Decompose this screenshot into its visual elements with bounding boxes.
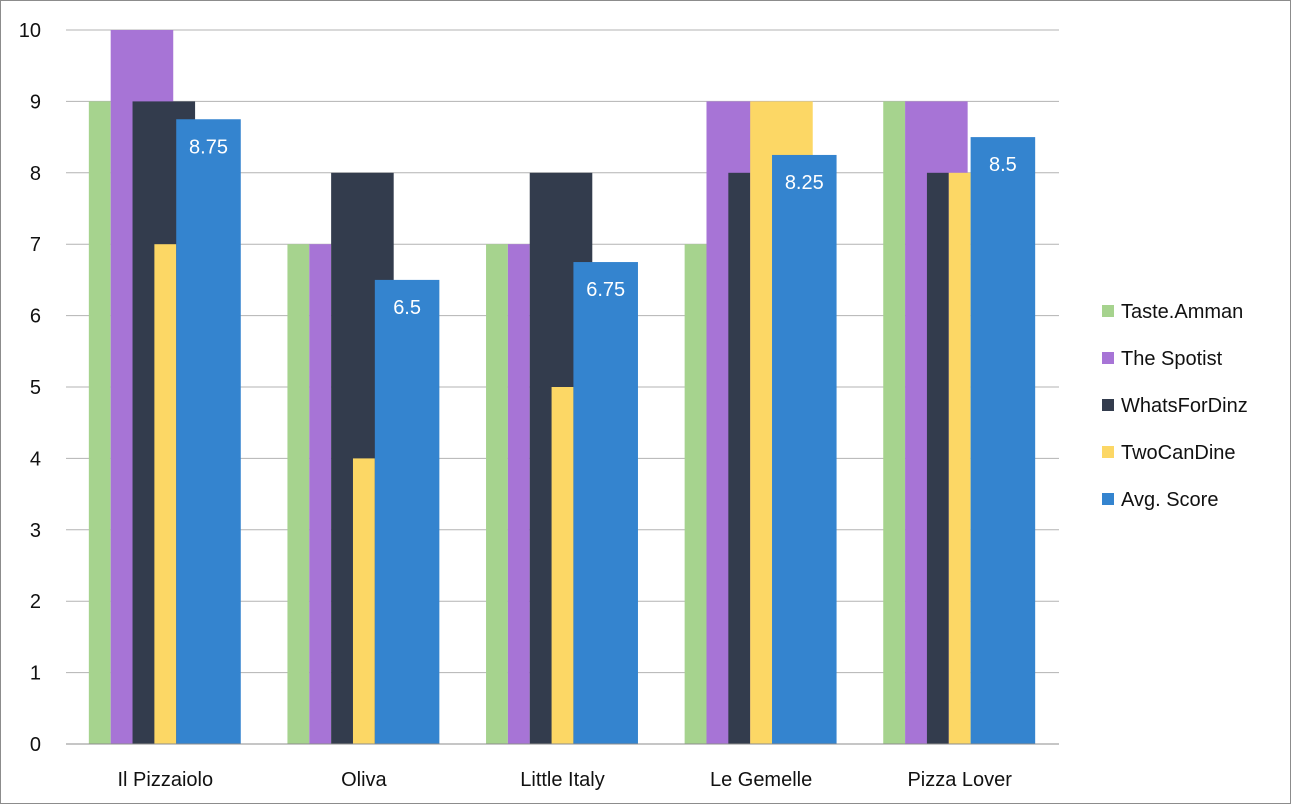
x-axis-category-labels: Il Pizzaiolo Oliva Little Italy Le Gemelle P… <box>117 769 1012 791</box>
y-tick-label: 1 <box>30 663 41 685</box>
y-tick-label: 5 <box>30 377 41 399</box>
bar-taste-amman-pizza-lover <box>883 101 906 744</box>
data-label-little-italy: 6.75 <box>586 279 625 301</box>
bar-avg-score-il-pizzaiolo <box>176 119 241 744</box>
bar-taste-amman-il-pizzaiolo <box>88 101 111 744</box>
bar-the-spotist-little-italy <box>507 244 530 744</box>
data-labels: 8.75 6.5 6.75 8.25 8.5 <box>189 136 1017 319</box>
bar-avg-score-little-italy <box>573 262 638 744</box>
bar-avg-score-oliva <box>374 279 440 744</box>
bar-taste-amman-oliva <box>287 244 310 744</box>
x-tick-label: Oliva <box>341 769 387 791</box>
y-tick-label: 3 <box>30 520 41 542</box>
bar-taste-amman-le-gemelle <box>684 244 707 744</box>
y-tick-label: 4 <box>30 448 41 470</box>
legend-label: Taste.Amman <box>1121 301 1243 323</box>
bar-whatsfordinz-pizza-lover <box>926 172 949 745</box>
x-tick-label: Le Gemelle <box>710 769 812 791</box>
legend-label: Avg. Score <box>1121 489 1218 511</box>
bar-twocandine-pizza-lover <box>948 172 971 745</box>
y-tick-label: 2 <box>30 591 41 613</box>
y-axis-tick-labels: 0 1 2 3 4 5 6 7 8 9 10 <box>19 20 41 756</box>
bar-avg-score-le-gemelle <box>772 154 837 744</box>
x-tick-label: Little Italy <box>520 769 604 791</box>
bar-avg-score-pizza-lover <box>970 137 1036 745</box>
legend-label: TwoCanDine <box>1121 442 1236 464</box>
data-label-il-pizzaiolo: 8.75 <box>189 136 228 158</box>
y-tick-label: 6 <box>30 306 41 328</box>
y-tick-label: 0 <box>30 734 41 756</box>
bar-taste-amman-little-italy <box>486 244 508 744</box>
legend-swatch-avg-score <box>1102 493 1114 505</box>
bar-whatsfordinz-le-gemelle <box>728 172 751 745</box>
legend-swatch-whatsfordinz <box>1102 399 1114 411</box>
legend-swatch-taste-amman <box>1102 305 1114 317</box>
x-tick-label: Pizza Lover <box>907 769 1012 791</box>
y-tick-label: 9 <box>30 91 41 113</box>
bar-twocandine-oliva <box>352 458 375 744</box>
y-tick-label: 10 <box>19 20 41 42</box>
bar-twocandine-il-pizzaiolo <box>154 244 177 744</box>
bars <box>88 30 1036 745</box>
legend-swatch-the-spotist <box>1102 352 1114 364</box>
legend: Taste.Amman The Spotist WhatsForDinz TwoCan… <box>1102 301 1248 511</box>
bar-the-spotist-oliva <box>309 244 332 744</box>
legend-label: The Spotist <box>1121 348 1223 370</box>
legend-swatch-twocandine <box>1102 446 1114 458</box>
x-tick-label: Il Pizzaiolo <box>117 769 213 791</box>
data-label-pizza-lover: 8.5 <box>989 154 1017 176</box>
data-label-le-gemelle: 8.25 <box>785 172 824 194</box>
y-tick-label: 7 <box>30 234 41 256</box>
y-tick-label: 8 <box>30 163 41 185</box>
legend-label: WhatsForDinz <box>1121 395 1248 417</box>
bar-twocandine-little-italy <box>551 387 574 744</box>
data-label-oliva: 6.5 <box>393 297 421 319</box>
